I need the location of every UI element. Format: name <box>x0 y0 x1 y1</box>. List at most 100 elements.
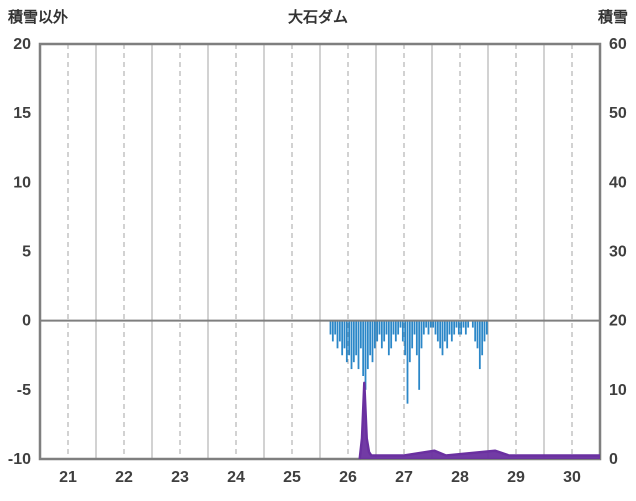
precip-bar <box>350 320 353 370</box>
chart-header: 積雪以外 大石ダム 積雪 <box>0 4 636 28</box>
precip-bar <box>399 320 402 328</box>
precip-bar <box>408 320 411 363</box>
left-axis-tick: -5 <box>17 382 31 399</box>
left-axis-tick: 5 <box>22 244 31 261</box>
x-axis-tick: 27 <box>395 469 413 486</box>
precip-bar <box>329 320 332 335</box>
right-axis-tick: 10 <box>609 382 627 399</box>
precip-bar <box>406 320 409 404</box>
precip-bar <box>413 320 416 335</box>
right-axis-title: 積雪 <box>597 9 628 26</box>
precip-bar <box>341 320 344 356</box>
precip-bar <box>422 320 425 335</box>
precip-bar <box>376 320 379 342</box>
precip-bar <box>427 320 430 335</box>
right-axis-tick: 40 <box>609 174 627 191</box>
precip-bar <box>338 320 341 342</box>
left-axis-title: 積雪以外 <box>8 9 69 26</box>
precip-bar <box>359 320 362 349</box>
precip-bar <box>441 320 444 356</box>
precip-bar <box>373 320 376 349</box>
precip-bar <box>397 320 400 335</box>
precip-bar <box>364 320 367 390</box>
precip-bar <box>467 320 470 328</box>
left-axis-tick: 10 <box>13 174 31 191</box>
x-axis-tick: 23 <box>171 469 189 486</box>
precip-bar <box>418 320 421 390</box>
precip-bar <box>453 320 456 335</box>
precip-bar <box>348 320 351 356</box>
precip-bar <box>483 320 486 342</box>
x-axis-tick: 29 <box>507 469 525 486</box>
precip-bar <box>478 320 481 370</box>
left-axis-tick: 0 <box>22 313 31 330</box>
precip-bar <box>464 320 467 335</box>
precip-bar <box>392 320 395 335</box>
precip-bar <box>331 320 334 342</box>
precip-bar <box>334 320 337 335</box>
precip-bar <box>385 320 388 335</box>
precip-bar <box>457 320 460 335</box>
precip-bar <box>345 320 348 363</box>
precip-bar <box>390 320 393 349</box>
precip-bar <box>443 320 446 342</box>
precip-bar <box>476 320 479 349</box>
precip-bar <box>387 320 390 356</box>
x-axis-tick: 21 <box>59 469 77 486</box>
precip-bar <box>355 320 358 356</box>
precip-bar <box>352 320 355 363</box>
gridlines <box>67 44 573 459</box>
right-axis-tick: 50 <box>609 105 627 122</box>
precip-bar <box>404 320 407 356</box>
x-axis-tick: 26 <box>339 469 357 486</box>
x-axis-tick: 25 <box>283 469 301 486</box>
snow-line <box>358 381 600 460</box>
precip-bar <box>460 320 463 335</box>
precip-bar <box>394 320 397 342</box>
precip-bar <box>455 320 458 328</box>
precip-bar <box>378 320 381 335</box>
x-axis-tick: 22 <box>115 469 133 486</box>
precip-bar <box>362 320 365 376</box>
precip-bar <box>425 320 428 328</box>
precip-bar <box>366 320 369 370</box>
right-axis-tick: 20 <box>609 313 627 330</box>
precip-bar <box>383 320 386 342</box>
left-axis-tick: -10 <box>8 451 31 468</box>
precip-bar <box>450 320 453 342</box>
precip-bar <box>448 320 451 335</box>
precip-bar <box>436 320 439 342</box>
precip-bar <box>432 320 435 328</box>
x-axis-tick: 28 <box>451 469 469 486</box>
x-axis-tick: 24 <box>227 469 245 486</box>
precip-bar <box>420 320 423 349</box>
precip-bar <box>446 320 449 349</box>
precip-bar <box>371 320 374 363</box>
plot-frame <box>38 42 602 461</box>
left-axis-tick: 15 <box>13 105 31 122</box>
precip-bar <box>439 320 442 349</box>
precip-bar <box>357 320 360 370</box>
precip-bar <box>401 320 404 342</box>
precip-bar <box>471 320 474 328</box>
left-axis-tick: 20 <box>13 36 31 53</box>
precip-bar <box>415 320 418 356</box>
precip-bar <box>380 320 383 349</box>
precip-bars <box>329 320 488 404</box>
precip-bar <box>411 320 414 349</box>
x-axis-tick: 30 <box>563 469 581 486</box>
precip-bar <box>474 320 477 342</box>
precip-bar <box>343 320 346 349</box>
right-axis-tick: 0 <box>609 451 618 468</box>
precip-bar <box>485 320 488 335</box>
precip-bar <box>429 320 432 328</box>
precip-bar <box>336 320 339 349</box>
precip-bar <box>481 320 484 356</box>
precip-bar <box>369 320 372 356</box>
right-axis-tick: 60 <box>609 36 627 53</box>
precip-bar <box>434 320 437 335</box>
right-axis-tick: 30 <box>609 244 627 261</box>
chart-title: 大石ダム <box>287 9 348 26</box>
